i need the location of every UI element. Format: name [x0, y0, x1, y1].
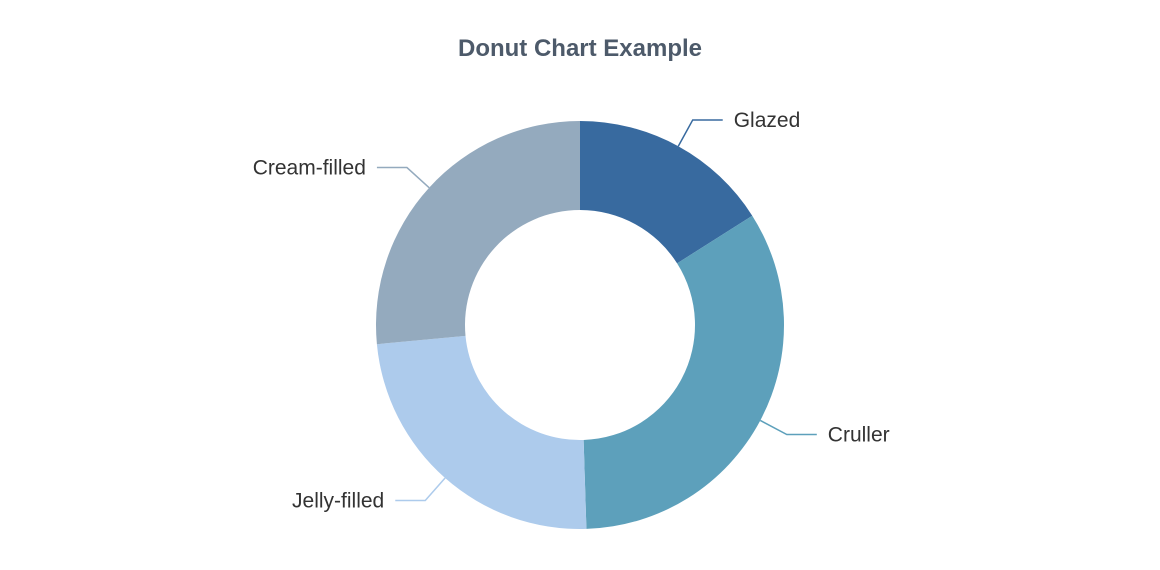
leader-line [677, 119, 723, 147]
slice-cruller[interactable] [583, 215, 785, 529]
chart-title: Donut Chart Example [458, 35, 702, 62]
leader-line [395, 477, 446, 502]
slice-label: Cream-filled [253, 157, 366, 180]
slice-label: Glazed [734, 109, 801, 132]
slice-glazed[interactable] [580, 121, 753, 264]
slice-cream-filled[interactable] [376, 121, 580, 345]
slice-label: Jelly-filled [292, 490, 384, 513]
leader-line [759, 419, 817, 436]
slice-label: Cruller [828, 423, 890, 446]
slice-jelly-filled[interactable] [376, 335, 587, 530]
leader-line [376, 166, 430, 189]
